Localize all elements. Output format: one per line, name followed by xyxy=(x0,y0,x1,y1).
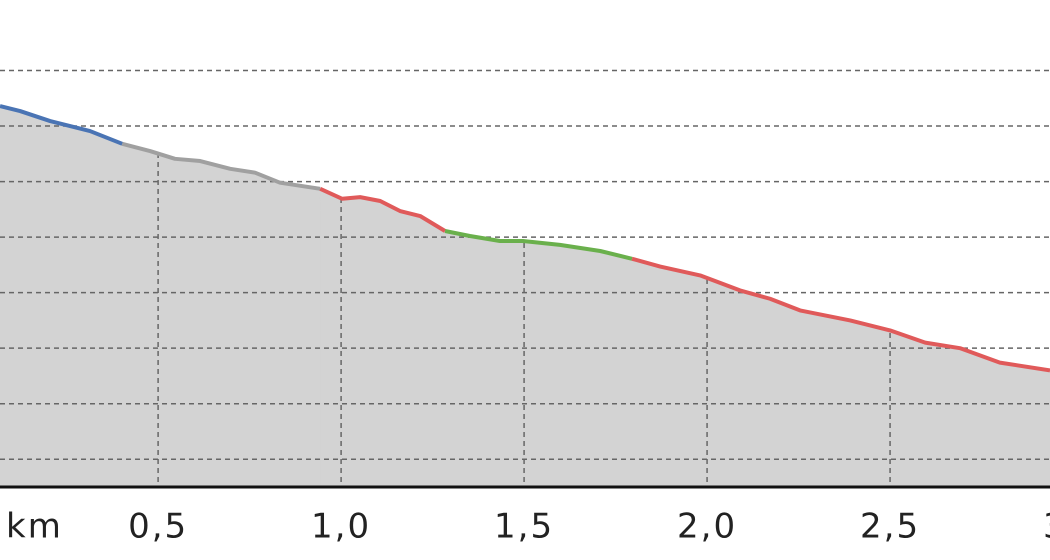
profile-line xyxy=(121,141,321,191)
x-tick-label: 1,5 xyxy=(494,507,554,547)
area xyxy=(0,105,123,488)
x-axis-label: km xyxy=(6,507,63,547)
x-tick-label: 1,0 xyxy=(311,507,371,547)
profile-line xyxy=(0,104,123,146)
x-tick-label: 3,0 xyxy=(1043,507,1050,547)
profile-line xyxy=(319,186,447,233)
area xyxy=(319,188,446,488)
x-tick-label: 0,5 xyxy=(128,507,188,547)
area xyxy=(121,143,321,488)
x-tick-label: 2,5 xyxy=(860,507,920,547)
x-tick-label: 2,0 xyxy=(677,507,737,547)
profile-line xyxy=(444,229,633,261)
profile-line xyxy=(631,256,1050,373)
area xyxy=(444,230,633,488)
